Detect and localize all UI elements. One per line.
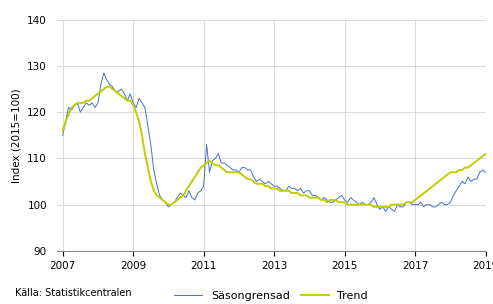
Legend: Säsongrensad, Trend: Säsongrensad, Trend bbox=[170, 286, 373, 304]
Säsongrensad bbox=[63, 119, 69, 123]
Line: Säsongrensad: Säsongrensad bbox=[63, 73, 486, 212]
Trend bbox=[80, 101, 86, 105]
Trend bbox=[63, 119, 69, 123]
Säsongrensad bbox=[483, 171, 489, 174]
Trend bbox=[483, 152, 489, 156]
Säsongrensad bbox=[386, 205, 391, 209]
Trend bbox=[397, 203, 403, 206]
Säsongrensad bbox=[397, 205, 403, 209]
Trend bbox=[60, 129, 66, 133]
Säsongrensad bbox=[60, 133, 66, 137]
Säsongrensad bbox=[383, 210, 388, 213]
Trend bbox=[371, 205, 377, 209]
Line: Trend: Trend bbox=[63, 87, 486, 207]
Säsongrensad bbox=[459, 180, 465, 183]
Y-axis label: Index (2015=100): Index (2015=100) bbox=[12, 88, 22, 183]
Säsongrensad bbox=[80, 106, 86, 109]
Trend bbox=[104, 85, 110, 88]
Text: Källa: Statistikcentralen: Källa: Statistikcentralen bbox=[15, 288, 132, 298]
Trend bbox=[459, 168, 465, 172]
Trend bbox=[307, 196, 313, 199]
Säsongrensad bbox=[307, 189, 313, 192]
Säsongrensad bbox=[101, 71, 107, 75]
Trend bbox=[386, 205, 391, 209]
